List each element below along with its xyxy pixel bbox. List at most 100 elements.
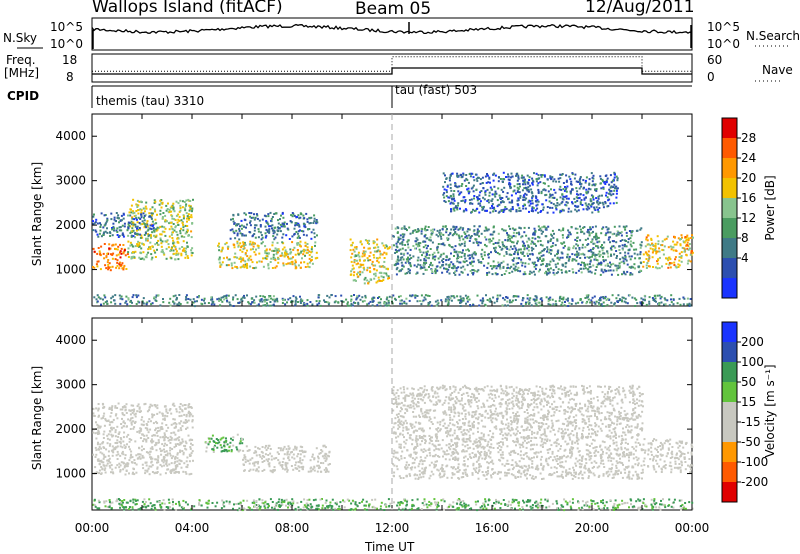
scatter-cell <box>351 264 354 267</box>
scatter-cell <box>165 450 168 453</box>
scatter-cell <box>223 298 226 301</box>
scatter-cell <box>139 457 142 460</box>
scatter-cell <box>440 253 443 256</box>
scatter-cell <box>302 253 305 256</box>
scatter-cell <box>473 195 476 197</box>
scatter-cell <box>591 202 594 205</box>
scatter-cell <box>506 232 508 235</box>
scatter-cell <box>550 177 553 180</box>
scatter-cell <box>459 305 462 307</box>
scatter-cell <box>463 253 466 255</box>
scatter-cell <box>290 451 292 454</box>
scatter-cell <box>141 456 144 459</box>
scatter-cell <box>141 454 144 457</box>
scatter-cell <box>618 249 621 251</box>
scatter-cell <box>242 257 245 260</box>
scatter-cell <box>173 245 176 248</box>
scatter-cell <box>421 267 424 269</box>
scatter-cell <box>229 237 232 240</box>
scatter-cell <box>579 257 582 259</box>
scatter-cell <box>456 295 459 298</box>
scatter-cell <box>131 227 134 230</box>
scatter-cell <box>528 210 530 213</box>
scatter-cell <box>172 422 175 425</box>
scatter-cell <box>369 270 372 273</box>
scatter-cell <box>109 231 111 234</box>
scatter-cell <box>594 225 597 228</box>
scatter-cell <box>236 234 239 237</box>
scatter-cell <box>262 257 265 260</box>
scatter-cell <box>485 245 488 248</box>
scatter-cell <box>260 298 263 301</box>
scatter-cell <box>487 181 490 184</box>
scatter-cell <box>511 206 514 208</box>
scatter-cell <box>273 238 276 241</box>
scatter-cell <box>454 182 457 185</box>
scatter-cell <box>366 279 369 282</box>
scatter-cell <box>293 246 296 249</box>
scatter-cell <box>562 227 565 230</box>
scatter-cell <box>537 192 540 194</box>
scatter-cell <box>274 212 277 215</box>
scatter-cell <box>363 251 365 254</box>
scatter-cell <box>129 428 132 430</box>
scatter-cell <box>180 420 183 423</box>
scatter-cell <box>265 220 268 223</box>
scatter-cell <box>610 185 613 188</box>
scatter-cell <box>585 196 587 199</box>
scatter-cell <box>119 226 122 229</box>
scatter-cell <box>565 187 568 190</box>
scatter-cell <box>573 197 576 200</box>
scatter-cell <box>172 242 174 245</box>
scatter-cell <box>175 408 178 411</box>
scatter-cell <box>558 228 561 231</box>
scatter-cell <box>457 204 459 207</box>
scatter-cell <box>318 302 321 305</box>
scatter-cell <box>188 413 191 416</box>
scatter-cell <box>425 254 428 257</box>
scatter-cell <box>361 271 364 274</box>
scatter-cell <box>174 258 177 261</box>
scatter-cell <box>143 207 146 210</box>
scatter-cell <box>494 210 497 212</box>
scatter-cell <box>613 304 616 307</box>
scatter-cell <box>615 185 618 188</box>
scatter-cell <box>678 259 681 262</box>
scatter-cell <box>250 258 253 261</box>
scatter-cell <box>610 263 613 266</box>
scatter-cell <box>514 228 517 231</box>
scatter-cell <box>524 178 526 181</box>
scatter-cell <box>165 204 168 207</box>
scatter-cell <box>601 249 604 252</box>
scatter-cell <box>103 430 106 433</box>
scatter-cell <box>128 445 130 448</box>
scatter-cell <box>330 294 333 297</box>
scatter-cell <box>396 240 399 243</box>
scatter-cell <box>210 296 213 299</box>
scatter-cell <box>617 264 620 267</box>
scatter-cell <box>178 219 181 222</box>
scatter-cell <box>509 210 512 213</box>
scatter-cell <box>471 255 474 258</box>
scatter-cell <box>667 246 670 249</box>
scatter-cell <box>653 298 656 301</box>
scatter-cell <box>363 299 366 302</box>
scatter-cell <box>143 403 146 406</box>
scatter-cell <box>151 464 154 467</box>
scatter-cell <box>110 433 113 436</box>
scatter-cell <box>311 303 314 306</box>
scatter-cell <box>375 269 378 272</box>
scatter-cell <box>128 472 130 475</box>
scatter-cell <box>606 297 609 300</box>
scatter-cell <box>108 247 111 250</box>
scatter-cell <box>430 268 433 271</box>
scatter-cell <box>540 192 543 195</box>
scatter-cell <box>274 226 277 229</box>
scatter-cell <box>468 199 471 201</box>
scatter-cell <box>155 431 158 434</box>
scatter-cell <box>112 472 115 475</box>
scatter-cell <box>531 177 534 180</box>
scatter-cell <box>531 199 534 202</box>
scatter-cell <box>590 172 593 175</box>
scatter-cell <box>587 295 589 298</box>
